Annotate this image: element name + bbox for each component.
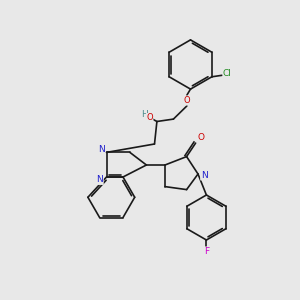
Text: O: O (184, 96, 190, 105)
Text: O: O (197, 133, 205, 142)
Text: Cl: Cl (223, 69, 232, 78)
Text: O: O (146, 113, 153, 122)
Text: N: N (98, 145, 104, 154)
Text: N: N (201, 171, 207, 180)
Text: F: F (204, 247, 209, 256)
Text: H: H (141, 110, 148, 119)
Text: N: N (97, 176, 103, 184)
